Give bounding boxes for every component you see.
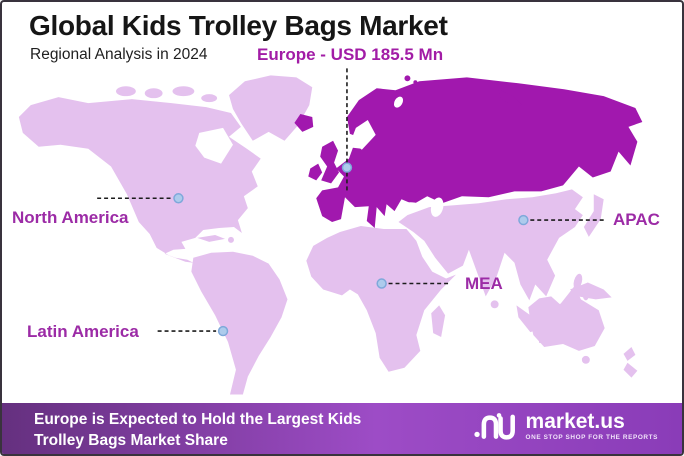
banner-headline: Europe is Expected to Hold the Largest K… [34, 409, 361, 452]
map-hispaniola [228, 236, 234, 243]
europe-value-label: Europe - USD 185.5 Mn [257, 45, 444, 64]
map-arctic-island [144, 88, 163, 99]
logo-tagline: ONE STOP SHOP FOR THE REPORTS [525, 434, 658, 441]
map-new-guinea [569, 282, 612, 300]
map-hudson-bay [195, 127, 233, 164]
map-africa [306, 226, 456, 372]
map-tasmania [581, 355, 590, 364]
market-us-logo: market.us ONE STOP SHOP FOR THE REPORTS [473, 410, 658, 442]
map-greenland [229, 75, 313, 141]
market-us-logo-text: market.us ONE STOP SHOP FOR THE REPORTS [526, 411, 658, 441]
latin-america-marker-dot [217, 325, 229, 337]
europe-marker-dot [341, 162, 353, 173]
logo-name: market.us [525, 410, 625, 433]
apac-label: APAC [613, 210, 660, 229]
map-caspian-sea [430, 197, 444, 217]
banner-line2: Trolley Bags Market Share [34, 432, 228, 450]
map-madagascar [431, 305, 446, 338]
market-us-logo-icon [473, 413, 515, 440]
map-philippines [573, 273, 583, 290]
map-iceland-highlight [294, 114, 314, 132]
map-arctic-island [116, 86, 136, 97]
map-svalbard-highlight [404, 75, 411, 82]
map-north-america [18, 97, 261, 263]
subtitle: Regional Analysis in 2024 [30, 46, 208, 63]
banner-line1: Europe is Expected to Hold the Largest K… [34, 411, 362, 428]
map-arctic-island [201, 94, 218, 103]
map-asia [398, 189, 583, 301]
map-australia [528, 285, 605, 351]
map-new-zealand [623, 362, 638, 378]
map-baltic-sea [350, 119, 376, 150]
map-uk-highlight [320, 140, 340, 184]
map-arctic-island [172, 86, 195, 97]
mea-marker-dot [376, 278, 387, 289]
map-europe-russia-highlight [316, 77, 643, 228]
map-japan [583, 194, 604, 237]
map-arctic-island [129, 107, 146, 115]
apac-marker-dot [518, 214, 529, 226]
map-new-zealand [623, 346, 636, 361]
latin-america-label: Latin America [27, 322, 139, 341]
map-svalbard-highlight [413, 80, 418, 85]
footer-banner: Europe is Expected to Hold the Largest K… [2, 403, 682, 454]
north-america-marker-dot [173, 193, 184, 204]
map-sri-lanka [490, 300, 499, 309]
map-white-sea [393, 96, 404, 108]
map-cuba [197, 234, 226, 242]
north-america-label: North America [12, 208, 129, 227]
map-novaya-zemlya-highlight [498, 89, 523, 108]
mea-label: MEA [465, 274, 503, 293]
map-ireland-highlight [308, 163, 323, 181]
map-black-sea [398, 202, 423, 213]
page-title: Global Kids Trolley Bags Market [29, 10, 448, 41]
map-south-america [191, 251, 288, 395]
